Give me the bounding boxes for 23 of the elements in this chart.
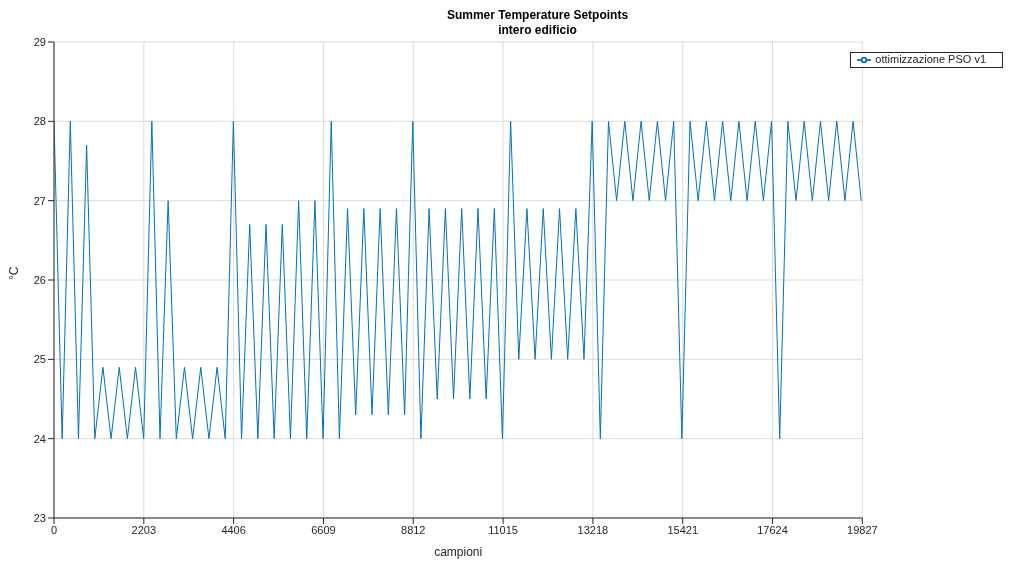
x-tick-label: 15421 [667, 523, 699, 536]
y-axis-title: °C [7, 266, 22, 280]
y-tick-label: 29 [33, 35, 46, 48]
y-tick-label: 27 [33, 194, 46, 207]
x-tick-label: 0 [50, 523, 58, 536]
x-tick-label: 11015 [488, 523, 518, 536]
y-tick-label: 25 [33, 353, 46, 366]
x-tick-label: 6609 [311, 523, 336, 536]
x-axis-title: campioni [434, 545, 483, 559]
x-tick-label: 2203 [131, 523, 157, 536]
chart-title: Summer Temperature Setpoints [445, 8, 630, 23]
y-tick-label: 26 [33, 273, 46, 286]
legend-label: ottimizzazione PSO v1 [875, 53, 986, 65]
x-tick-label: 17624 [757, 523, 788, 536]
x-tick-label: 4406 [221, 523, 246, 536]
x-tick-label: 8812 [401, 523, 426, 536]
y-tick-label: 28 [33, 115, 46, 128]
y-tick-label: 23 [33, 511, 46, 524]
x-tick-label: 19827 [847, 523, 878, 536]
line-series [54, 120, 862, 440]
y-tick-label: 24 [33, 432, 46, 445]
chart-subtitle: intero edificio [497, 23, 578, 38]
x-tick-label: 13218 [577, 523, 609, 536]
